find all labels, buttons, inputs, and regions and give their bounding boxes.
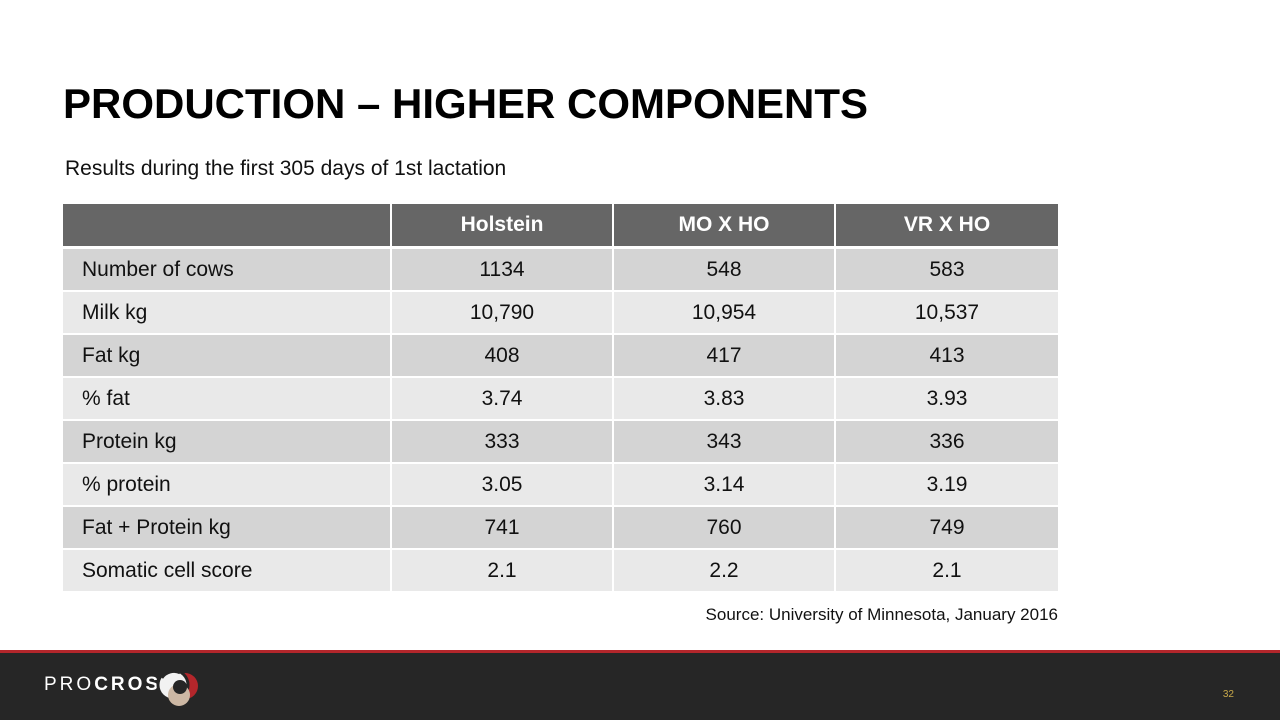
table-cell: 3.93 xyxy=(835,377,1058,421)
table-cell: 10,954 xyxy=(613,291,836,335)
row-label: Fat + Protein kg xyxy=(63,506,392,550)
row-label: Milk kg xyxy=(63,291,392,335)
row-label: % protein xyxy=(63,463,392,507)
row-label: Number of cows xyxy=(63,247,392,292)
table-cell: 548 xyxy=(613,247,836,292)
row-label: Protein kg xyxy=(63,420,392,464)
table-header-holstein: Holstein xyxy=(391,204,614,249)
table-cell: 3.74 xyxy=(391,377,614,421)
brand-wordmark-bold: CROSS xyxy=(94,674,177,695)
table-cell: 343 xyxy=(613,420,836,464)
slide-subtitle: Results during the first 305 days of 1st… xyxy=(65,157,507,180)
table-cell: 3.83 xyxy=(613,377,836,421)
table-row: Fat + Protein kg 741 760 749 xyxy=(63,506,1058,550)
table-cell: 10,790 xyxy=(391,291,614,335)
row-label: Fat kg xyxy=(63,334,392,378)
source-note: Source: University of Minnesota, January… xyxy=(705,605,1058,624)
table-row: % protein 3.05 3.14 3.19 xyxy=(63,463,1058,507)
brand-wordmark-light: PRO xyxy=(44,674,95,695)
table-cell: 2.1 xyxy=(391,549,614,593)
table-cell: 3.14 xyxy=(613,463,836,507)
table-cell: 417 xyxy=(613,334,836,378)
results-table: Holstein MO X HO VR X HO Number of cows … xyxy=(63,204,1058,593)
row-label: Somatic cell score xyxy=(63,549,392,593)
table-row: Somatic cell score 2.1 2.2 2.1 xyxy=(63,549,1058,593)
table-cell: 3.19 xyxy=(835,463,1058,507)
table-cell: 10,537 xyxy=(835,291,1058,335)
table-row: Milk kg 10,790 10,954 10,537 xyxy=(63,291,1058,335)
table-cell: 2.1 xyxy=(835,549,1058,593)
slide-title: PRODUCTION – HIGHER COMPONENTS xyxy=(63,80,869,127)
table-cell: 760 xyxy=(613,506,836,550)
table-cell: 1134 xyxy=(391,247,614,292)
footer-bar: PROCROSS 32 xyxy=(0,650,1280,720)
table-row: Fat kg 408 417 413 xyxy=(63,334,1058,378)
table-row: % fat 3.74 3.83 3.93 xyxy=(63,377,1058,421)
table-cell: 749 xyxy=(835,506,1058,550)
procross-logo-icon xyxy=(156,668,198,706)
table-cell: 2.2 xyxy=(613,549,836,593)
page-number: 32 xyxy=(1222,689,1234,700)
table-row: Number of cows 1134 548 583 xyxy=(63,247,1058,292)
table-cell: 408 xyxy=(391,334,614,378)
table-header-row: Holstein MO X HO VR X HO xyxy=(63,204,1058,249)
table-cell: 3.05 xyxy=(391,463,614,507)
table-cell: 583 xyxy=(835,247,1058,292)
table-header-empty xyxy=(63,204,392,249)
table-cell: 741 xyxy=(391,506,614,550)
table-cell: 333 xyxy=(391,420,614,464)
brand-wordmark: PROCROSS xyxy=(44,674,177,696)
table-row: Protein kg 333 343 336 xyxy=(63,420,1058,464)
table-cell: 336 xyxy=(835,420,1058,464)
table-header-vr-x-ho: VR X HO xyxy=(835,204,1058,249)
table-header-mo-x-ho: MO X HO xyxy=(613,204,836,249)
table-cell: 413 xyxy=(835,334,1058,378)
row-label: % fat xyxy=(63,377,392,421)
